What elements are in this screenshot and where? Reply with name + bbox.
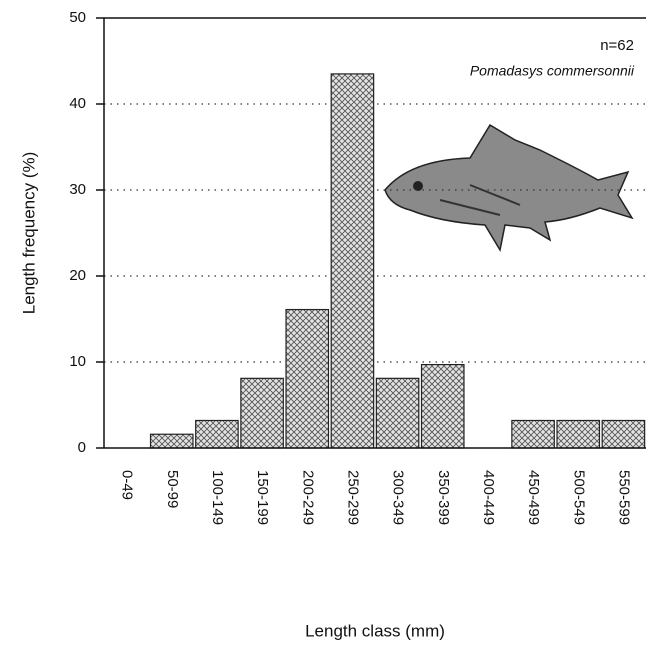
x-tick-label: 0-49 bbox=[119, 470, 136, 500]
y-tick-label: 0 bbox=[78, 439, 86, 456]
plot-area: 0 10 20 30 40 50 0-49 50-99 100-149 150-199 200-24… bbox=[69, 9, 646, 525]
y-tick-label: 30 bbox=[69, 181, 86, 198]
bar bbox=[375, 377, 420, 449]
x-tick-label: 400-449 bbox=[480, 470, 497, 525]
bar bbox=[601, 419, 646, 449]
bar bbox=[240, 377, 284, 449]
fish-illustration bbox=[384, 123, 634, 253]
bar bbox=[195, 419, 239, 449]
x-tick-label: 550-599 bbox=[615, 470, 632, 525]
x-tick-label: 250-299 bbox=[344, 470, 361, 525]
y-tick-label: 40 bbox=[69, 95, 86, 112]
y-tick-label: 20 bbox=[69, 267, 86, 284]
bar bbox=[556, 419, 601, 449]
y-axis-label: Length frequency (%) bbox=[19, 152, 38, 315]
y-tick-label: 50 bbox=[69, 9, 86, 26]
y-tick-label: 10 bbox=[69, 353, 86, 370]
x-tick-label: 450-499 bbox=[525, 470, 542, 525]
bar bbox=[511, 419, 555, 449]
x-tick-label: 350-399 bbox=[435, 470, 452, 525]
x-tick-label: 50-99 bbox=[164, 470, 181, 508]
bar bbox=[285, 308, 330, 449]
bar bbox=[330, 73, 375, 449]
x-tick-label: 300-349 bbox=[390, 470, 407, 525]
annotation: n=62 bbox=[600, 37, 634, 54]
x-tick-label: 200-249 bbox=[299, 470, 316, 525]
x-tick-label: 100-149 bbox=[209, 470, 226, 525]
x-tick-label: 500-549 bbox=[570, 470, 587, 525]
x-tick-label: 150-199 bbox=[254, 470, 271, 525]
bar bbox=[420, 363, 465, 449]
annotation: Pomadasys commersonnii bbox=[470, 63, 635, 79]
bar bbox=[149, 433, 194, 449]
x-axis-label: Length class (mm) bbox=[305, 621, 445, 640]
